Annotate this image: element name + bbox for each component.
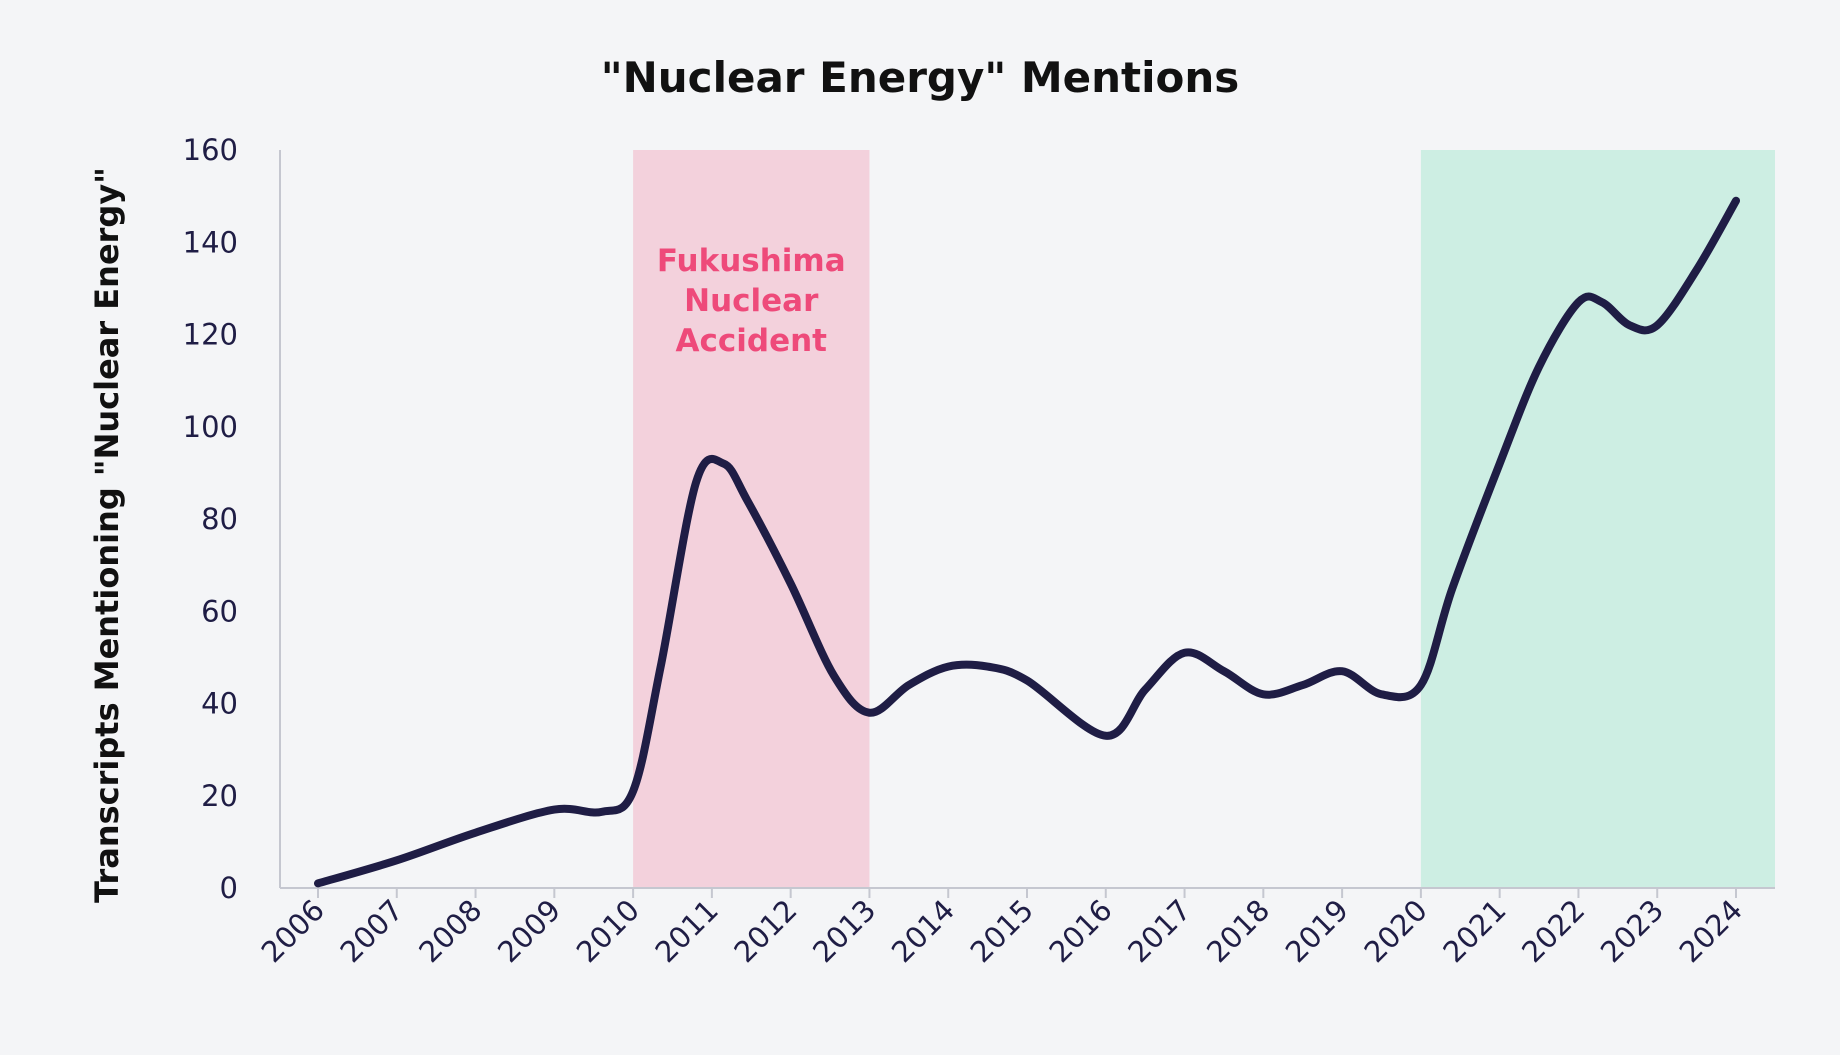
- y-tick-label: 160: [183, 133, 238, 167]
- y-tick-label: 120: [183, 318, 238, 352]
- x-tick-label: 2011: [649, 893, 725, 969]
- annotation-line: Accident: [676, 323, 828, 359]
- x-tick-label: 2007: [333, 893, 409, 969]
- annotation-line: Fukushima: [657, 243, 846, 279]
- shaded-region-0: [633, 150, 870, 888]
- x-tick-label: 2008: [412, 893, 488, 969]
- chart-title: "Nuclear Energy" Mentions: [601, 53, 1240, 102]
- x-tick-label: 2010: [570, 893, 646, 969]
- y-tick-label: 20: [201, 779, 238, 813]
- x-axis-ticks: 2006 2007 2008 2009 2010 2011 2012 2013 2014 2015…: [255, 888, 1749, 969]
- y-tick-label: 60: [201, 594, 238, 628]
- x-tick-label: 2018: [1200, 893, 1276, 969]
- x-tick-label: 2014: [885, 893, 961, 969]
- series-lines: [314, 196, 1740, 888]
- x-tick-label: 2024: [1673, 893, 1749, 969]
- annotation-line: Nuclear: [684, 283, 819, 319]
- y-tick-label: 100: [183, 410, 238, 444]
- x-tick-label: 2009: [491, 893, 567, 969]
- annotations: Fukushima Nuclear Accident: [657, 243, 846, 359]
- x-tick-label: 2006: [255, 893, 331, 969]
- y-tick-label: 0: [220, 871, 238, 905]
- x-tick-label: 2013: [806, 893, 882, 969]
- x-tick-label: 2021: [1436, 893, 1512, 969]
- x-tick-label: 2020: [1358, 893, 1434, 969]
- x-tick-label: 2015: [964, 893, 1040, 969]
- y-tick-label: 80: [201, 502, 238, 536]
- y-axis-label: Transcripts Mentioning "Nuclear Energy": [88, 167, 126, 903]
- x-tick-label: 2016: [1042, 893, 1118, 969]
- x-tick-label: 2023: [1594, 893, 1670, 969]
- y-tick-label: 140: [183, 225, 238, 259]
- x-tick-label: 2019: [1279, 893, 1355, 969]
- x-tick-label: 2012: [727, 893, 803, 969]
- y-axis-ticks: 0 20 40 60 80 100 120 140 160: [183, 133, 238, 905]
- series-line-0: [314, 196, 1740, 888]
- x-tick-label: 2017: [1121, 893, 1197, 969]
- x-tick-label: 2022: [1515, 893, 1591, 969]
- y-tick-label: 40: [201, 687, 238, 721]
- shaded-regions: [633, 150, 1775, 888]
